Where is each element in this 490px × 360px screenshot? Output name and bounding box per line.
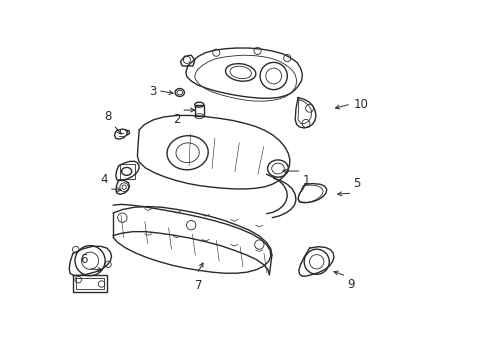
Text: 7: 7 [195,279,202,292]
Text: 1: 1 [302,174,310,187]
Text: 2: 2 [173,113,180,126]
Text: 3: 3 [149,85,156,98]
Text: 8: 8 [104,110,112,123]
Text: 5: 5 [353,177,361,190]
Text: 10: 10 [354,98,368,111]
Text: 9: 9 [347,278,355,291]
Text: 4: 4 [100,173,108,186]
Text: 6: 6 [80,253,87,266]
